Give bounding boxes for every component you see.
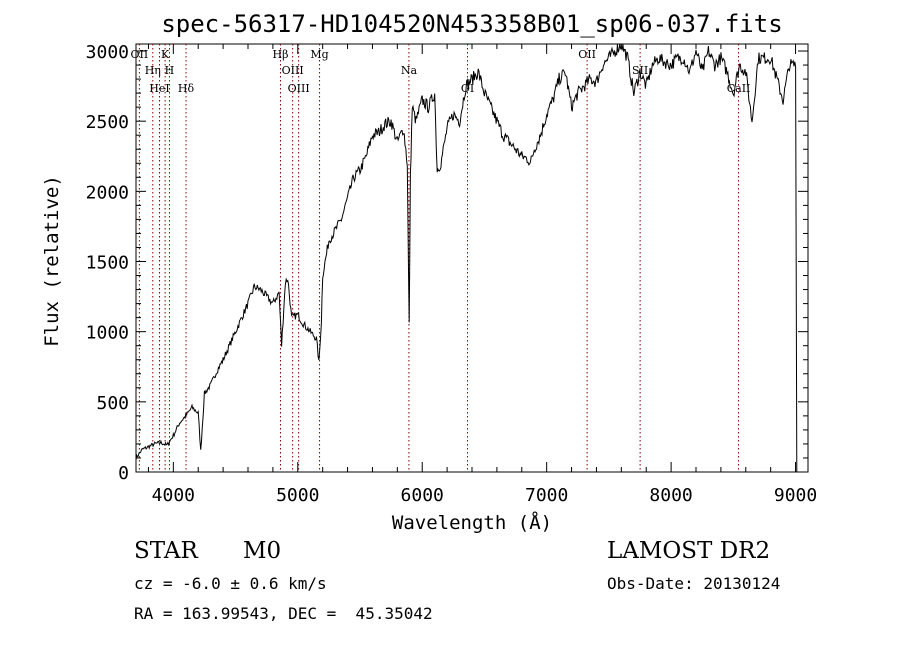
plot-border xyxy=(135,43,809,473)
flux-series xyxy=(135,43,798,473)
object-subclass: M0 xyxy=(243,538,282,564)
line-marker-label: H xyxy=(165,64,175,77)
chart-title: spec-56317-HD104520N453358B01_sp06-037.f… xyxy=(161,10,782,38)
redshift-velocity: cz = -6.0 ± 0.6 km/s xyxy=(134,574,327,593)
y-tick-label: 2500 xyxy=(86,112,129,133)
line-marker-label: OIII xyxy=(282,64,304,77)
axis-ticks: 4000 5000 6000 7000 8000 9000 0 500 1000 1500 2000… xyxy=(86,42,818,506)
observation-date: Obs-Date: 20130124 xyxy=(607,574,781,593)
x-tick-label: 4000 xyxy=(152,485,195,506)
spectrum-chart: spec-56317-HD104520N453358B01_sp06-037.f… xyxy=(41,10,818,534)
line-marker-label: Hβ xyxy=(273,48,289,61)
line-marker-label: K xyxy=(161,48,170,61)
spectral-line-markers xyxy=(138,44,740,472)
line-marker-label: HeI xyxy=(149,82,169,95)
line-marker-label: OIII xyxy=(288,82,310,95)
x-tick-label: 5000 xyxy=(276,485,319,506)
line-marker-label: CaII xyxy=(727,82,751,95)
flux-line xyxy=(135,43,798,473)
y-tick-label: 500 xyxy=(96,393,129,414)
x-axis-label: Wavelength (Å) xyxy=(392,511,552,534)
y-tick-label: 2000 xyxy=(86,182,129,203)
y-tick-label: 1500 xyxy=(86,253,129,274)
x-tick-label: 6000 xyxy=(401,485,444,506)
line-marker-label: Hδ xyxy=(178,82,195,95)
coordinates: RA = 163.99543, DEC = 45.35042 xyxy=(134,604,433,623)
y-axis-label: Flux (relative) xyxy=(41,175,63,347)
line-marker-label: OI xyxy=(461,82,474,95)
object-class: STAR xyxy=(134,538,198,564)
plot-frame xyxy=(135,43,809,473)
line-marker-label: Mg xyxy=(310,48,328,61)
x-tick-label: 7000 xyxy=(525,485,568,506)
y-tick-label: 3000 xyxy=(86,42,129,63)
line-marker-label: OII xyxy=(578,48,596,61)
y-tick-label: 1000 xyxy=(86,323,129,344)
line-marker-label: Hη xyxy=(145,64,161,77)
y-tick-label: 0 xyxy=(118,463,129,484)
survey-name: LAMOST DR2 xyxy=(607,538,771,564)
x-tick-label: 8000 xyxy=(649,485,692,506)
x-tick-label: 9000 xyxy=(774,485,817,506)
line-marker-label: OII xyxy=(131,48,149,61)
line-marker-label: Na xyxy=(401,64,418,77)
